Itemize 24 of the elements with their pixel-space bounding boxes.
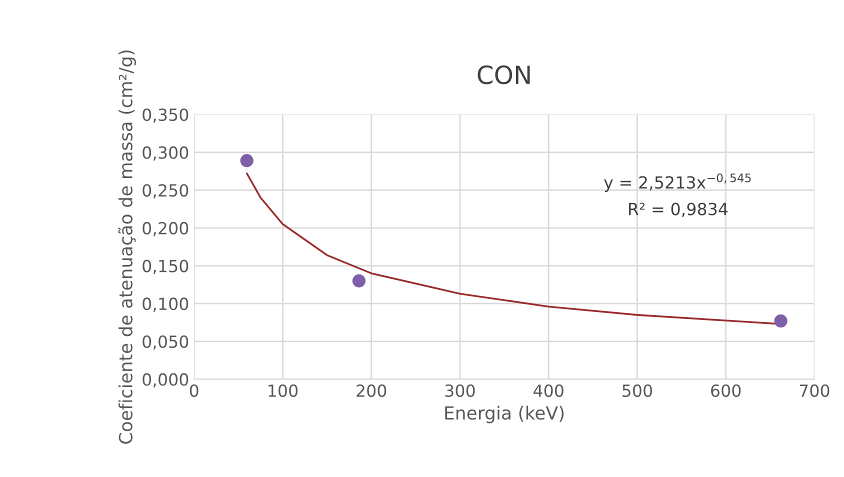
x-tick-label: 500: [622, 384, 652, 397]
y-tick-label: 0,200: [142, 222, 188, 236]
x-tick-label: 0: [190, 384, 198, 397]
y-tick-label: 0,250: [142, 184, 188, 198]
x-tick-label: 200: [356, 384, 386, 397]
x-tick-label: 300: [445, 384, 475, 397]
x-tick-label: 100: [268, 384, 298, 397]
y-tick-label: 0,050: [142, 335, 188, 350]
y-tick-label: 0,350: [142, 108, 188, 123]
point: [774, 314, 788, 328]
x-tick-label: 700: [800, 384, 830, 397]
y-tick-label: 0,150: [142, 260, 188, 274]
y-tick-label: 0,000: [142, 373, 188, 388]
x-axis-title: Energia (keV): [445, 406, 564, 424]
point: [352, 274, 366, 288]
x-tick-label: 600: [711, 384, 741, 397]
annotation: R² = 0,9834: [629, 202, 728, 218]
point: [240, 154, 254, 168]
chart-title: CON: [478, 65, 530, 84]
x-tick-label: 400: [534, 384, 564, 397]
y-tick-label: 0,300: [142, 146, 188, 161]
y-tick-label: 0,100: [142, 298, 188, 312]
y-axis-title: Coeficiente de atenuação de massa (cm²/g): [118, 50, 136, 444]
annotation: y = 2,5213x$^{−0,545}$: [604, 173, 751, 192]
